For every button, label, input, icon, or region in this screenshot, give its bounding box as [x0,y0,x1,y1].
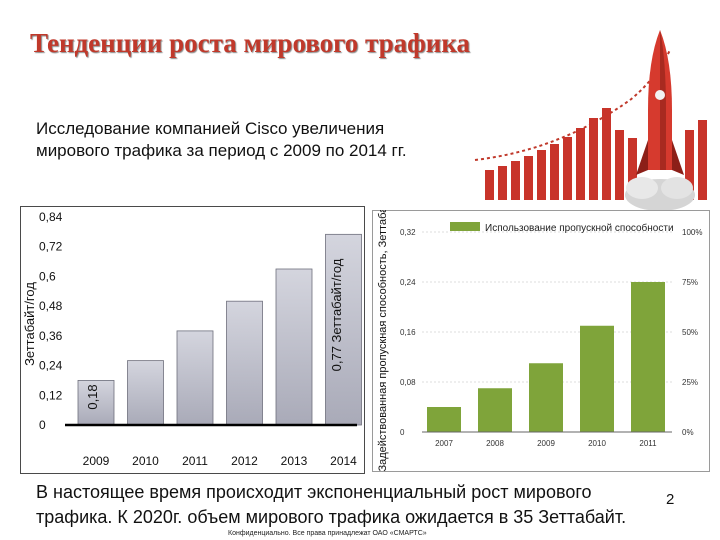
y-tick-label-left: 0,08 [400,378,416,387]
bar-2010 [127,360,164,426]
footer-line-2: трафика. К 2020г. объем мирового трафика… [36,507,627,527]
annotation-first-bar: 0,18 [85,384,100,409]
bandwidth-bar-chart: 0 0% 0,08 25% 0,16 50% 0,24 75% 0,32 100% 2007 200… [372,210,710,472]
y-tick-label: 0,36 [39,329,63,343]
bar-2008 [478,388,512,432]
x-tick-label: 2010 [132,454,159,468]
y-axis-label: Зеттабайт/год [22,282,37,366]
y-tick-label: 0,6 [39,269,56,283]
x-tick-label: 2013 [281,454,308,468]
subtitle-line-1: Исследование компанией Cisco увеличения [36,119,385,138]
x-tick-label: 2010 [588,439,606,448]
legend-label: Использование пропускной способности [485,222,674,234]
bar-2010 [580,325,614,432]
footer-text: В настоящее время происходит экспоненциа… [36,480,706,530]
x-tick-label: 2009 [537,439,555,448]
y-tick-label-left: 0,24 [400,278,416,287]
y-tick-label: 0,48 [39,299,63,313]
confidential-notice: Конфиденциально. Все права принадлежат О… [228,530,427,537]
subtitle: Исследование компанией Cisco увеличения … [36,118,496,162]
y-axis-label: Задействованная пропускная способность, … [377,210,389,472]
y-tick-label: 0,72 [39,240,63,254]
x-tick-label: 2014 [330,454,357,468]
y-tick-label: 0 [39,418,46,432]
x-tick-label: 2012 [231,454,258,468]
y-tick-label-left: 0,32 [400,228,416,237]
bar-2012 [226,300,263,426]
y-tick-label-right: 25% [682,378,698,387]
y-tick-label-right: 50% [682,328,698,337]
rocket-growth-illustration [474,30,707,211]
y-axis-label-text: Задействованная пропускная способность, … [377,210,389,472]
bar-2011 [176,330,214,426]
bar-2013 [275,268,313,426]
annotation-last-bar: 0,77 Зеттабайт/год [329,258,344,371]
y-tick-label-left: 0 [400,428,405,437]
y-tick-label-left: 0,16 [400,328,416,337]
slide-title: Тенденции роста мирового трафика [30,28,471,58]
x-tick-label: 2007 [435,439,453,448]
y-tick-label-right: 0% [682,428,694,437]
x-tick-label: 2008 [486,439,504,448]
subtitle-line-2: мирового трафика за период с 2009 по 201… [36,141,407,160]
y-tick-label: 0,12 [39,388,63,402]
y-tick-label-right: 75% [682,278,698,287]
footer-line-1: В настоящее время происходит экспоненциа… [36,482,592,502]
y-tick-label-right: 100% [682,228,702,237]
x-tick-label: 2011 [182,454,208,468]
bar-2007 [427,407,461,432]
bar-2011 [631,282,665,432]
x-tick-label: 2009 [83,454,110,468]
bar-2009 [529,363,563,432]
y-tick-label: 0,84 [39,210,63,224]
bar-2014 [325,233,362,426]
traffic-bar-chart: 0 0,12 0,24 0,36 0,48 0,6 0,72 0,84 2009 2010 201… [20,206,365,474]
x-tick-label: 2011 [639,439,657,448]
y-tick-label: 0,24 [39,359,63,373]
page-number: 2 [666,491,675,508]
legend-swatch [450,222,480,231]
